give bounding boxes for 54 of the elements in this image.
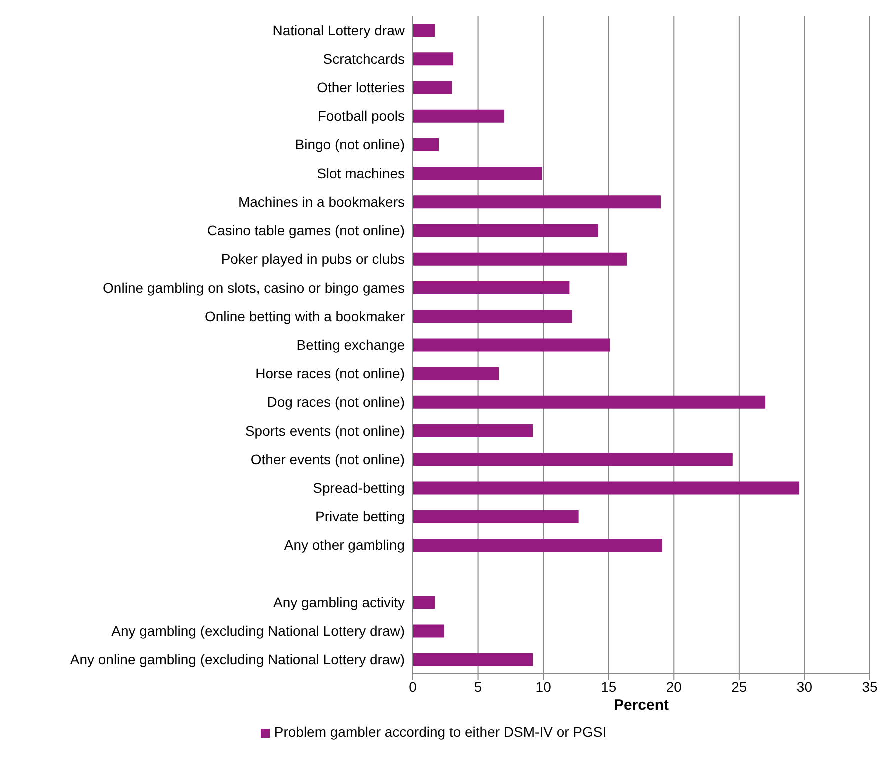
y-tick-label: Sports events (not online) [245,422,405,439]
y-tick-label: Dog races (not online) [267,394,405,410]
x-axis-title: Percent [614,697,670,714]
legend-label: Problem gambler according to either DSM-IV or PGSI [274,724,607,740]
bar [413,281,570,294]
bar [413,396,766,409]
y-tick-label: Any online gambling (excluding National Lottery draw) [70,652,405,668]
bar [413,596,436,610]
y-tick-label: Poker played in pubs or clubs [221,251,405,268]
bar [413,138,440,152]
y-tick-label: Horse races (not online) [256,366,405,382]
bar [413,482,800,495]
y-tick-label: Other events (not online) [250,451,405,468]
bar [413,52,454,66]
y-tick-label: National Lottery draw [272,22,406,38]
x-tick-label: 10 [536,678,552,695]
y-tick-label: Online gambling on slots, casino or bingo games [103,280,405,296]
y-tick-label: Private betting [316,508,405,525]
y-tick-label: Machines in a bookmakers [238,194,405,210]
bar [413,110,504,123]
x-tick-label: 5 [474,678,482,695]
y-tick-label: Other lotteries [317,79,405,96]
y-tick-label: Online betting with a bookmaker [205,308,406,324]
y-tick-label: Spread-betting [313,480,405,496]
y-tick-label: Bingo (not online) [295,136,405,153]
bar [413,81,452,94]
bar [413,453,733,466]
x-tick-label: 20 [666,678,682,695]
y-tick-label: Scratchcards [323,50,405,67]
x-tick-label: 25 [732,678,748,695]
bar [413,310,572,324]
y-tick-label: Football pools [318,108,405,124]
bar [413,252,628,266]
bar [413,538,662,552]
bar [413,367,500,380]
bar [413,624,444,638]
y-tick-label: Any gambling activity [273,594,405,610]
x-tick-label: 30 [796,678,813,695]
bar [413,196,662,209]
y-tick-label: Any gambling (excluding National Lottery draw) [112,623,405,640]
x-tick-label: 0 [409,678,418,695]
y-tick-label: Any other gambling [284,537,405,554]
bar [413,224,598,238]
bar [413,24,436,37]
x-tick-label: 35 [862,678,878,695]
bar [413,167,542,180]
bar [413,510,579,524]
bar [413,338,610,352]
bar [413,653,534,666]
x-tick-label: 15 [601,678,617,695]
y-tick-label: Slot machines [317,165,405,182]
bar [413,424,534,438]
y-tick-label: Betting exchange [296,336,406,353]
y-tick-label: Casino table games (not online) [207,222,405,239]
